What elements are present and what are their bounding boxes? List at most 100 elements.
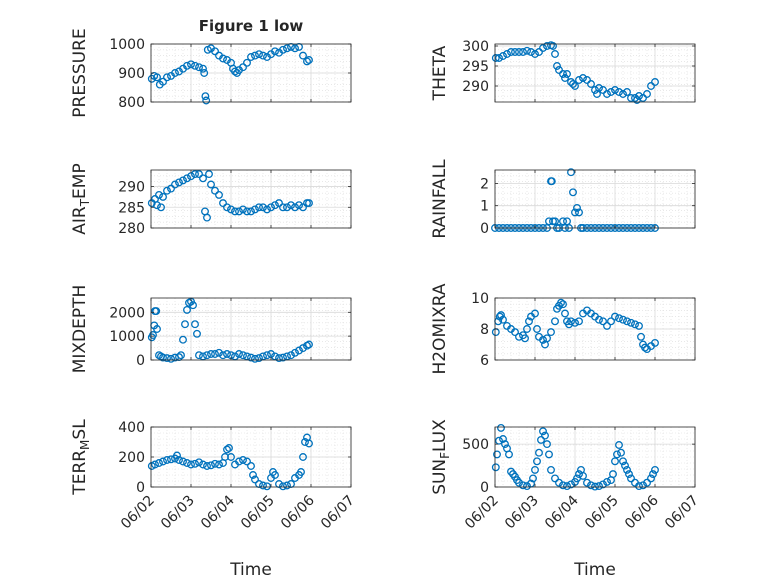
data-point (173, 451, 181, 460)
data-point (611, 457, 619, 466)
data-point (561, 74, 569, 82)
x-tick-label: 06/07 (662, 493, 702, 533)
data-point (199, 64, 207, 73)
data-point (187, 60, 195, 69)
y-tick-label: 1000 (109, 329, 145, 345)
data-point (167, 455, 175, 464)
y-tick-label: 290 (462, 79, 489, 95)
x-tick-label: 06/03 (502, 493, 542, 533)
data-point (561, 309, 569, 318)
data-point (587, 80, 595, 88)
data-point (171, 69, 179, 77)
chart-panel-pressure: 800 900 1000 PRESSURE (70, 28, 352, 118)
y-tick-label: 1 (480, 199, 489, 215)
data-point (259, 203, 267, 212)
data-point (179, 176, 187, 185)
data-point (299, 453, 307, 461)
data-point (619, 90, 627, 98)
y-tick-label: 200 (118, 450, 145, 466)
data-point (291, 203, 299, 212)
data-point (523, 46, 531, 55)
data-point (239, 456, 247, 464)
data-point (575, 76, 583, 84)
data-point (559, 300, 567, 309)
data-point (553, 62, 561, 70)
data-point (163, 73, 171, 82)
data-point (575, 317, 583, 326)
data-point (493, 450, 501, 459)
data-point (623, 88, 631, 96)
data-point (649, 470, 657, 479)
data-point (631, 320, 639, 329)
data-point (533, 325, 541, 333)
data-point (200, 69, 209, 77)
data-point (191, 320, 199, 329)
data-point (287, 351, 295, 360)
data-point (587, 481, 595, 490)
data-point (511, 48, 519, 56)
data-point (279, 482, 287, 491)
x-tick-label: 06/07 (318, 493, 358, 533)
data-point (151, 460, 159, 469)
data-point (501, 440, 509, 449)
minor-grid (495, 44, 695, 102)
data-point (243, 207, 251, 216)
data-point (203, 213, 211, 222)
y-tick-label: 6 (480, 353, 489, 369)
data-point (291, 348, 299, 357)
data-point (219, 54, 227, 63)
chart-panel-rainfall: 0 1 2 RAINFALL (430, 159, 696, 239)
data-point (619, 315, 627, 324)
data-point (535, 448, 543, 457)
data-point (539, 335, 547, 344)
data-point (567, 317, 575, 326)
x-tick-label: 06/02 (118, 493, 158, 533)
data-point (279, 203, 287, 212)
data-point (595, 315, 603, 324)
data-point (507, 48, 515, 56)
data-point (619, 457, 627, 466)
data-point (211, 350, 219, 358)
data-point (243, 58, 251, 67)
data-point (547, 328, 555, 337)
data-point (259, 481, 267, 490)
data-point (159, 457, 167, 466)
chart-panel-air_temp: 280 285 290 AIRTEMP (70, 163, 352, 237)
data-point (195, 351, 203, 360)
y-tick-label: 280 (118, 221, 145, 237)
data-point (569, 188, 577, 197)
data-point (543, 440, 551, 449)
data-point (559, 481, 567, 490)
data-point (599, 480, 607, 489)
data-point (627, 474, 635, 483)
data-point (615, 314, 623, 323)
chart-panel-mixdepth: 0 1000 2000 MIXDEPTH (70, 285, 352, 373)
data-point (295, 201, 303, 210)
data-point (239, 63, 247, 72)
data-point (305, 56, 313, 64)
data-point (297, 468, 305, 476)
data-point (603, 90, 611, 98)
data-point (519, 481, 527, 490)
data-point (571, 318, 579, 327)
data-point (205, 170, 213, 179)
data-point (247, 353, 255, 362)
data-point (573, 203, 581, 212)
y-tick-label: 285 (118, 200, 145, 216)
x-axis-label-right: Time (573, 560, 616, 580)
data-point (583, 76, 591, 84)
data-point (651, 465, 659, 474)
data-point (223, 203, 231, 212)
data-point (227, 453, 235, 461)
data-point (159, 77, 167, 86)
data-point (635, 482, 643, 491)
data-point (251, 475, 259, 484)
data-point (555, 66, 563, 74)
data-point (211, 459, 219, 468)
data-point (235, 457, 243, 466)
data-point (255, 50, 263, 59)
data-point (613, 450, 621, 459)
data-point (203, 462, 211, 470)
data-point (181, 320, 189, 329)
data-point (167, 184, 175, 193)
